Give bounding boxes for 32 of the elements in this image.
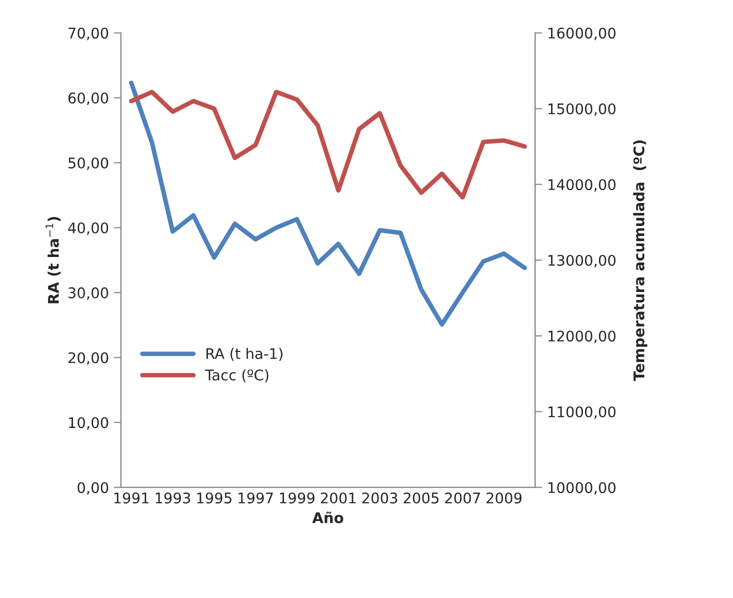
y2-tick-label: 11000,00: [548, 406, 616, 419]
y-tick-label: 40,00: [68, 222, 108, 235]
y-tick-label: 70,00: [68, 28, 108, 40]
x-tick-label: 1999: [280, 492, 314, 504]
legend-label: RA (t ha-1): [206, 348, 282, 361]
x-axis-title: Año: [312, 512, 344, 524]
line-series: [129, 90, 527, 200]
y-tick-label: 60,00: [68, 92, 108, 106]
x-tick-label: 2003: [362, 492, 398, 504]
x-tick-label: 2007: [445, 492, 480, 504]
x-tick-label: 1995: [197, 492, 232, 504]
y2-tick-label: 15000,00: [548, 103, 616, 116]
y-tick-label: 0,00: [78, 482, 108, 495]
y2-tick-label: 10000,00: [548, 482, 616, 495]
y2-tick-label: 16000,00: [548, 28, 616, 40]
x-tick-label: 2001: [320, 492, 356, 504]
y2-tick-label: 12000,00: [548, 330, 616, 344]
x-tick-label: 1991: [114, 492, 149, 504]
y-axis-title: RA (t ha$^{−1}$): [46, 217, 61, 304]
x-tick-label: 2009: [486, 492, 522, 504]
y2-axis-title: Temperatura acumulada (ºC): [633, 140, 648, 382]
x-tick-label: 2005: [404, 492, 438, 504]
y2-tick-label: 14000,00: [548, 179, 616, 192]
x-tick-label: 1997: [238, 492, 273, 504]
legend-label: Tacc (ºC): [205, 369, 268, 382]
y-tick-label: 50,00: [68, 157, 108, 170]
x-tick-label: 1993: [156, 492, 190, 504]
y2-tick-label: 13000,00: [548, 254, 616, 268]
y-tick-label: 30,00: [68, 287, 108, 300]
line-series: [129, 80, 527, 327]
y-tick-label: 10,00: [68, 417, 108, 430]
y-tick-label: 20,00: [68, 352, 108, 365]
